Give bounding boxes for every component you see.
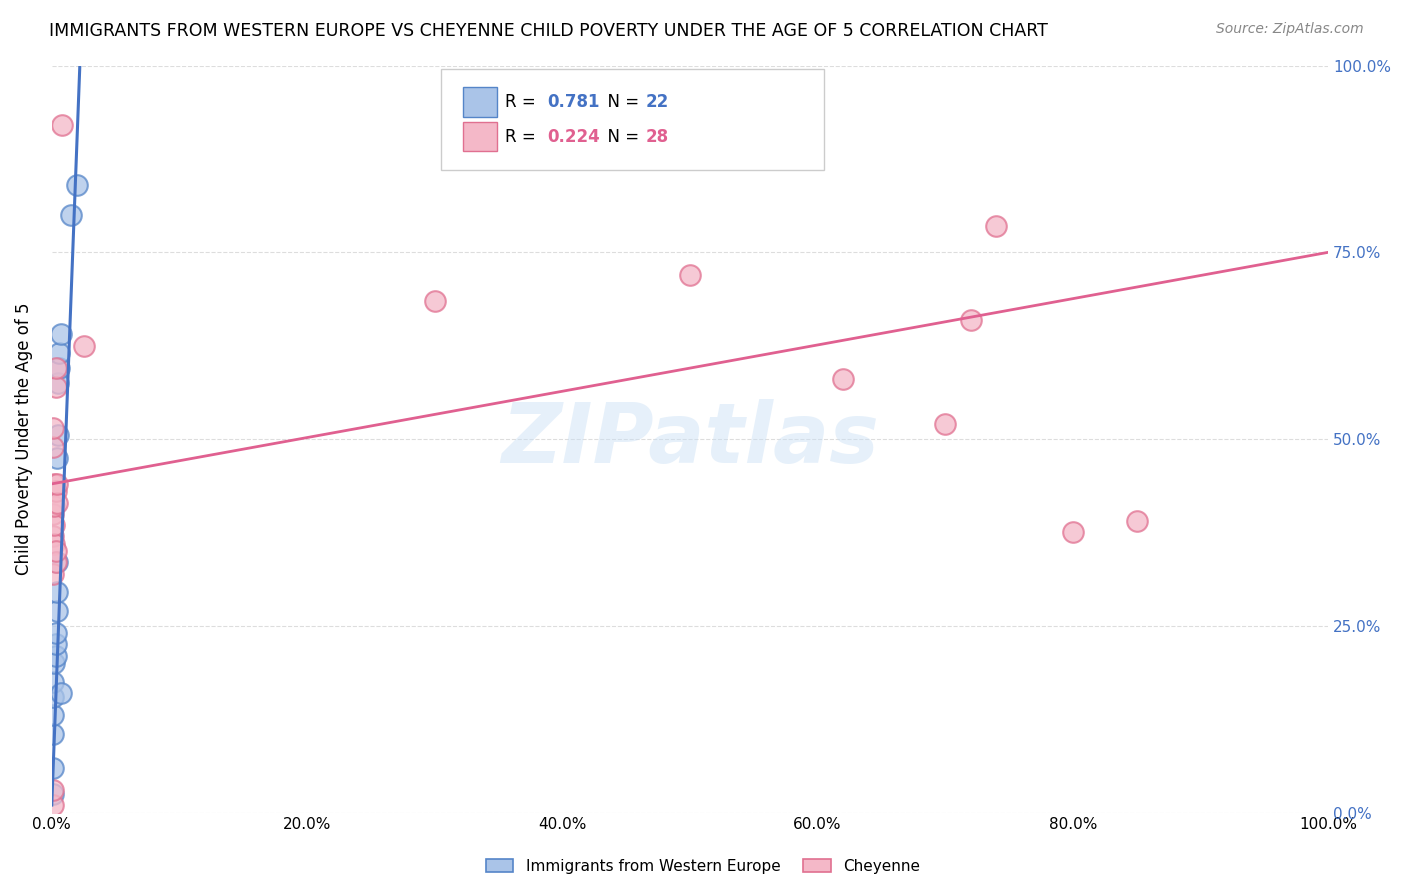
Point — [45, 555, 67, 569]
Legend: Immigrants from Western Europe, Cheyenne: Immigrants from Western Europe, Cheyenne — [479, 853, 927, 880]
Point — [48, 346, 70, 360]
Point — [42, 566, 65, 581]
Point — [42, 674, 65, 689]
Point — [42, 787, 65, 801]
Text: 28: 28 — [645, 128, 668, 145]
FancyBboxPatch shape — [463, 87, 498, 117]
Point — [986, 219, 1008, 234]
Text: ZIPatlas: ZIPatlas — [501, 399, 879, 480]
Point — [1062, 525, 1084, 540]
Point — [51, 119, 73, 133]
Text: N =: N = — [596, 93, 644, 112]
Point — [59, 208, 82, 222]
Point — [73, 339, 96, 353]
Point — [44, 536, 66, 550]
Point — [45, 450, 67, 465]
Point — [45, 585, 67, 599]
Point — [45, 648, 67, 663]
Point — [42, 761, 65, 775]
Point — [42, 798, 65, 813]
Point — [45, 555, 67, 569]
Point — [66, 178, 89, 193]
Point — [832, 372, 855, 386]
Point — [49, 327, 72, 342]
Text: N =: N = — [596, 128, 644, 145]
Text: 0.224: 0.224 — [547, 128, 600, 145]
Point — [49, 686, 72, 700]
Point — [44, 518, 66, 533]
Point — [42, 529, 65, 543]
Point — [42, 440, 65, 454]
Point — [45, 604, 67, 618]
Point — [45, 544, 67, 558]
Text: 22: 22 — [645, 93, 668, 112]
Point — [959, 312, 981, 326]
Point — [42, 421, 65, 435]
Point — [1125, 514, 1147, 528]
Point — [42, 708, 65, 723]
Y-axis label: Child Poverty Under the Age of 5: Child Poverty Under the Age of 5 — [15, 302, 32, 575]
Point — [45, 626, 67, 640]
Point — [45, 380, 67, 394]
Point — [45, 361, 67, 376]
Point — [46, 428, 69, 442]
Point — [45, 484, 67, 499]
FancyBboxPatch shape — [441, 70, 824, 170]
Point — [44, 500, 66, 514]
Point — [423, 293, 446, 308]
FancyBboxPatch shape — [463, 121, 498, 152]
Text: IMMIGRANTS FROM WESTERN EUROPE VS CHEYENNE CHILD POVERTY UNDER THE AGE OF 5 CORR: IMMIGRANTS FROM WESTERN EUROPE VS CHEYEN… — [49, 22, 1047, 40]
Point — [44, 476, 66, 491]
Point — [45, 476, 67, 491]
Point — [42, 783, 65, 797]
Point — [44, 656, 66, 670]
Point — [42, 690, 65, 704]
Text: Source: ZipAtlas.com: Source: ZipAtlas.com — [1216, 22, 1364, 37]
Text: 0.781: 0.781 — [547, 93, 599, 112]
Point — [934, 417, 956, 431]
Point — [46, 376, 69, 390]
Point — [45, 495, 67, 509]
Point — [42, 507, 65, 521]
Point — [42, 727, 65, 741]
Text: R =: R = — [505, 128, 541, 145]
Point — [48, 361, 70, 376]
Point — [679, 268, 702, 282]
Text: R =: R = — [505, 93, 541, 112]
Point — [45, 638, 67, 652]
